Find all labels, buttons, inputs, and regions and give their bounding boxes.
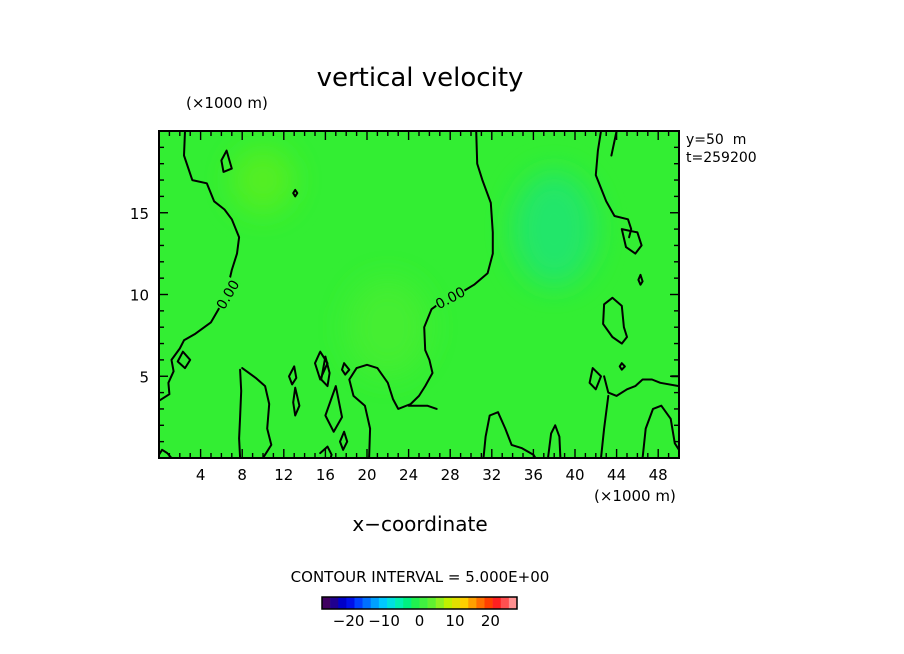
colorbar-swatch	[427, 597, 437, 609]
contour-line	[292, 188, 299, 198]
colorbar-swatch	[362, 597, 372, 609]
contour-line	[641, 404, 679, 458]
x-tick-label: 20	[357, 466, 376, 484]
info-line-t: t=259200	[686, 150, 757, 166]
x-tick-label: 28	[441, 466, 460, 484]
x-tick-label: 8	[237, 466, 247, 484]
y-unit-label: (×1000 m)	[186, 94, 268, 112]
colorbar-swatch	[387, 597, 396, 609]
colorbar	[321, 596, 518, 610]
colorbar-swatch	[370, 597, 380, 609]
colorbar-tick-label: 0	[415, 612, 425, 630]
contour-lines	[159, 131, 679, 458]
colorbar-swatch	[443, 597, 453, 609]
contour-line	[238, 368, 243, 458]
x-tick-label: 44	[607, 466, 626, 484]
colorbar-swatch	[354, 597, 363, 609]
x-tick-label: 32	[482, 466, 501, 484]
colorbar-frame	[321, 596, 518, 610]
contour-line	[176, 350, 192, 370]
contour-line	[602, 296, 628, 345]
contour-line	[603, 375, 679, 397]
y-tick-labels: 5 10 15	[130, 205, 149, 387]
colorbar-tick-label: −10	[368, 612, 400, 630]
colorbar-tick-labels: −20 −10 0 10 20	[333, 612, 500, 630]
x-tick-label: 40	[565, 466, 584, 484]
field-patch	[512, 171, 596, 287]
colorbar-swatch	[395, 597, 404, 609]
colorbar-swatch	[411, 597, 420, 609]
contour-line	[324, 385, 343, 433]
colorbar-swatch	[435, 597, 445, 609]
x-tick-label: 24	[399, 466, 418, 484]
contour-line	[241, 367, 273, 458]
contour-line	[319, 445, 333, 458]
field-patch	[346, 278, 430, 377]
x-tick-labels: 4 8 12 16 20 24 28 32 36 40 44 48	[196, 466, 668, 484]
contour-interval-text: CONTOUR INTERVAL = 5.000E+00	[291, 568, 550, 586]
colorbar-swatch	[452, 597, 461, 609]
colorbar-tick-label: 10	[445, 612, 464, 630]
colorbar-swatch	[500, 597, 510, 609]
colorbar-swatch	[460, 597, 469, 609]
colorbar-tick-label: −20	[333, 612, 365, 630]
axis-ticks	[159, 131, 679, 458]
colorbar-swatch	[338, 597, 347, 609]
y-tick-label: 15	[130, 205, 149, 223]
colorbar-tick-label: 20	[481, 612, 500, 630]
colorbar-swatch	[508, 597, 518, 609]
contour-line	[288, 365, 298, 386]
contour-line	[637, 273, 644, 286]
contour-line	[588, 367, 602, 391]
contour-line	[618, 362, 626, 371]
contour-line	[600, 394, 610, 458]
x-tick-label: 4	[196, 466, 206, 484]
colorbar-swatch	[322, 597, 331, 609]
contour-line	[620, 228, 643, 255]
y-tick-label: 5	[139, 368, 149, 386]
contour-line	[482, 411, 537, 458]
field-patch	[231, 147, 295, 213]
contour-line	[341, 362, 351, 376]
y-tick-label: 10	[130, 287, 149, 305]
contour-line	[594, 131, 633, 239]
colorbar-swatch	[468, 597, 477, 609]
x-tick-label: 36	[524, 466, 543, 484]
colorbar-swatch	[419, 597, 428, 609]
colorbar-swatch	[330, 597, 339, 609]
contour-line	[220, 149, 233, 173]
velocity-field: 0.00 0.00	[159, 131, 679, 458]
colorbar-swatch	[346, 597, 355, 609]
contour-line	[407, 404, 438, 410]
colorbar-swatch	[492, 597, 502, 609]
x-tick-label: 16	[316, 466, 335, 484]
x-axis-label: x−coordinate	[352, 512, 487, 536]
contour-line	[339, 430, 349, 451]
contour-line	[348, 131, 494, 458]
x-unit-label: (×1000 m)	[594, 487, 676, 505]
colorbar-swatch	[403, 597, 412, 609]
colorbar-swatch	[476, 597, 485, 609]
colorbar-swatch	[484, 597, 493, 609]
contour-line	[610, 131, 618, 157]
contour-line	[320, 355, 331, 388]
x-tick-label: 48	[649, 466, 668, 484]
colorbar-swatch	[378, 597, 388, 609]
x-tick-label: 12	[274, 466, 293, 484]
contour-line	[547, 424, 562, 458]
contour-line	[292, 386, 301, 417]
chart-title: vertical velocity	[317, 63, 524, 93]
info-line-y: y=50 m	[686, 132, 746, 148]
